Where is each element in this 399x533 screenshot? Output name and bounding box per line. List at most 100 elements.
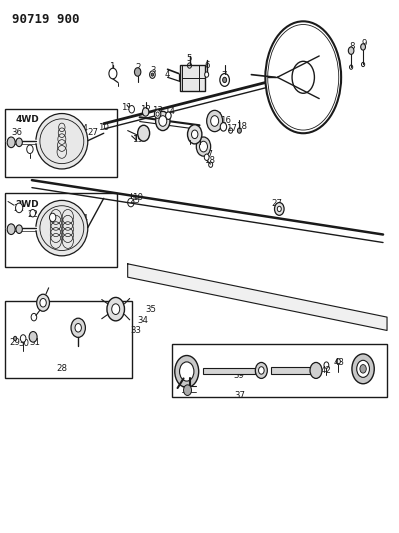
Text: 10: 10 — [132, 193, 143, 201]
Text: 16: 16 — [220, 117, 231, 125]
Text: 27: 27 — [87, 128, 98, 136]
Text: 22: 22 — [27, 210, 38, 219]
Text: 18: 18 — [203, 157, 215, 165]
Circle shape — [71, 318, 85, 337]
Bar — [5, 193, 117, 266]
Text: 1: 1 — [109, 62, 115, 71]
Text: 10: 10 — [98, 124, 109, 132]
Circle shape — [14, 336, 17, 341]
Text: 42: 42 — [321, 366, 332, 375]
Bar — [180, 65, 205, 91]
Circle shape — [348, 47, 354, 54]
Circle shape — [16, 138, 22, 147]
Circle shape — [184, 385, 192, 395]
Text: 43: 43 — [334, 358, 345, 367]
Circle shape — [156, 111, 170, 131]
Circle shape — [134, 68, 141, 76]
Circle shape — [7, 224, 15, 235]
Text: 5: 5 — [187, 54, 192, 63]
Circle shape — [211, 116, 219, 126]
Text: 15: 15 — [211, 112, 222, 120]
Circle shape — [310, 362, 322, 378]
Text: 9: 9 — [361, 39, 367, 48]
Ellipse shape — [36, 200, 88, 256]
Text: 8: 8 — [349, 43, 355, 51]
Text: 17: 17 — [226, 125, 237, 133]
Bar — [5, 301, 132, 378]
Circle shape — [166, 112, 171, 119]
Text: 27: 27 — [272, 199, 283, 208]
Circle shape — [154, 110, 161, 118]
Text: 13: 13 — [152, 106, 163, 115]
Circle shape — [360, 365, 366, 373]
Text: 19: 19 — [132, 135, 143, 144]
Circle shape — [107, 297, 124, 321]
Circle shape — [75, 324, 81, 332]
Circle shape — [352, 354, 374, 384]
Circle shape — [16, 203, 23, 213]
Text: 26: 26 — [36, 300, 47, 308]
Circle shape — [150, 71, 155, 78]
Text: 20: 20 — [190, 134, 201, 143]
Circle shape — [109, 68, 117, 79]
Text: 36: 36 — [11, 128, 22, 136]
Circle shape — [142, 108, 149, 116]
Text: 33: 33 — [130, 326, 141, 335]
Bar — [5, 109, 117, 177]
Circle shape — [188, 125, 202, 144]
Bar — [203, 368, 255, 374]
Circle shape — [192, 130, 198, 139]
Text: 38: 38 — [182, 381, 193, 389]
Text: 14: 14 — [164, 108, 175, 116]
Text: 11: 11 — [121, 103, 132, 112]
Circle shape — [29, 332, 37, 342]
Text: 18: 18 — [236, 123, 247, 131]
Text: 3: 3 — [151, 66, 156, 75]
Text: 90719 900: 90719 900 — [12, 13, 79, 26]
Circle shape — [49, 213, 56, 222]
Text: 21: 21 — [14, 205, 25, 213]
Text: 32: 32 — [73, 329, 84, 337]
Text: 12: 12 — [140, 105, 151, 114]
Text: 39: 39 — [233, 372, 244, 380]
Circle shape — [7, 137, 15, 148]
Text: 23: 23 — [47, 214, 58, 223]
Circle shape — [259, 367, 264, 374]
Circle shape — [180, 362, 194, 381]
Circle shape — [361, 44, 365, 50]
Text: 2: 2 — [135, 63, 140, 72]
Circle shape — [129, 106, 134, 113]
Polygon shape — [128, 264, 387, 330]
Text: 25: 25 — [129, 197, 140, 205]
Circle shape — [207, 110, 223, 132]
Circle shape — [237, 128, 241, 133]
Text: 4WD: 4WD — [15, 115, 39, 124]
Circle shape — [255, 362, 267, 378]
Text: 4: 4 — [165, 70, 170, 79]
Circle shape — [223, 77, 227, 83]
Text: 37: 37 — [234, 391, 245, 400]
Circle shape — [175, 356, 199, 387]
Circle shape — [357, 360, 369, 377]
Text: 24: 24 — [77, 214, 89, 223]
Circle shape — [205, 72, 209, 77]
Circle shape — [275, 203, 284, 215]
Circle shape — [277, 206, 281, 212]
Text: 17: 17 — [201, 150, 213, 159]
Text: 34: 34 — [137, 317, 148, 325]
Circle shape — [30, 209, 36, 217]
Text: 40: 40 — [257, 370, 268, 378]
Text: 30: 30 — [18, 340, 30, 348]
Circle shape — [20, 335, 26, 342]
Text: 6: 6 — [204, 61, 209, 69]
Text: 29: 29 — [10, 338, 21, 346]
Ellipse shape — [36, 114, 88, 169]
Bar — [172, 344, 387, 397]
Text: 35: 35 — [145, 305, 156, 313]
Text: 2WD: 2WD — [15, 200, 39, 209]
Ellipse shape — [265, 21, 341, 133]
Bar — [271, 367, 315, 374]
Circle shape — [138, 125, 150, 141]
Text: 41: 41 — [361, 370, 373, 378]
Text: 7: 7 — [221, 71, 227, 80]
